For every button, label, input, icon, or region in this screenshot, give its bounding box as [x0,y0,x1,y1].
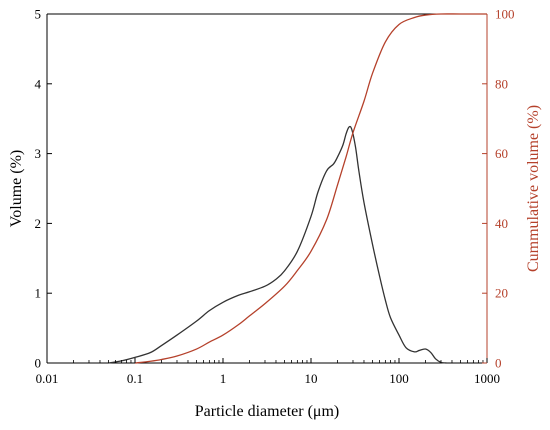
x-axis-title: Particle diameter (μm) [195,403,340,420]
series-group [108,13,487,364]
y2-tick-label: 0 [495,356,502,371]
y2-axis-title: Cummulative volume (%) [525,105,542,272]
x-tick-label: 0.01 [36,371,59,386]
volume-frequency-line [108,125,447,364]
y-tick-label: 0 [35,356,42,371]
y2-tick-label: 60 [495,146,508,161]
axes-group [46,13,488,364]
y-tick-label: 5 [35,7,42,22]
cumulative-volume-line [134,13,487,364]
y2-tick-label: 20 [495,286,508,301]
y2-tick-label: 40 [495,216,508,231]
y2-tick-label: 80 [495,76,508,91]
x-tick-label: 100 [389,371,409,386]
x-tick-label: 1000 [474,371,500,386]
y-tick-label: 3 [35,146,42,161]
y-tick-label: 4 [35,76,42,91]
y2-tick-label: 100 [495,7,515,22]
x-tick-label: 10 [305,371,318,386]
y-tick-label: 1 [35,286,42,301]
y-axis-title: Volume (%) [8,150,25,227]
x-tick-label: 0.1 [127,371,143,386]
y-tick-label: 2 [35,216,42,231]
x-tick-label: 1 [220,371,227,386]
